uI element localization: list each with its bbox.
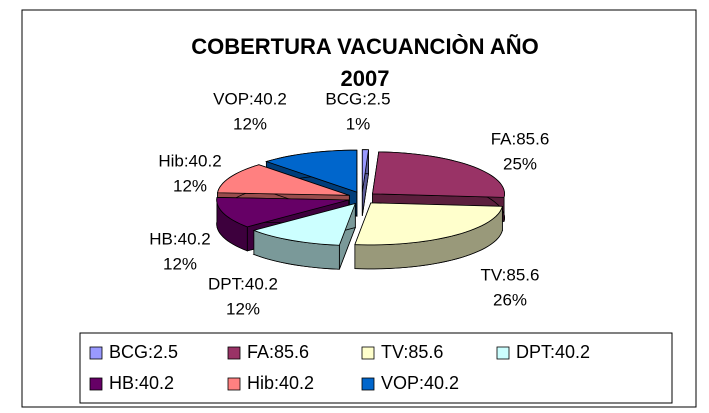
legend-swatch [227,377,241,391]
data-label: VOP:40.2 [213,89,287,108]
legend-label: HB:40.2 [109,373,174,393]
data-label: 25% [503,154,537,173]
data-label: Hib:40.2 [158,151,221,170]
legend-label: BCG:2.5 [109,342,178,362]
data-label: BCG:2.5 [325,89,390,108]
legend-label: FA:85.6 [247,342,309,362]
data-label: HB:40.2 [149,229,210,248]
pie-slice [252,202,356,246]
data-label: FA:85.6 [491,129,550,148]
data-label: 12% [226,299,260,318]
data-label: 12% [173,176,207,195]
legend-swatch [496,346,510,360]
legend-swatch [89,377,103,391]
legend-swatch [361,377,375,391]
data-label: 1% [346,114,371,133]
legend-label: DPT:40.2 [516,342,590,362]
legend-swatch [361,346,375,360]
chart-title: COBERTURA VACUANCIÒN AÑO [191,34,539,59]
legend-swatch [227,346,241,360]
data-label: 26% [493,290,527,309]
pie-slice [216,197,349,228]
pie-slice [361,149,369,192]
data-label: 12% [233,114,267,133]
legend-box [79,332,673,404]
legend-label: Hib:40.2 [247,373,314,393]
pie-slice [354,202,503,246]
data-label: DPT:40.2 [208,274,278,293]
data-label: TV:85.6 [481,265,540,284]
pie-slice [372,151,505,198]
chart-title: 2007 [341,66,390,91]
legend-label: VOP:40.2 [381,373,459,393]
data-label: 12% [163,254,197,273]
legend-label: TV:85.6 [381,342,443,362]
pie-slice [265,149,358,193]
legend-swatch [89,346,103,360]
pie-slice [217,164,350,196]
